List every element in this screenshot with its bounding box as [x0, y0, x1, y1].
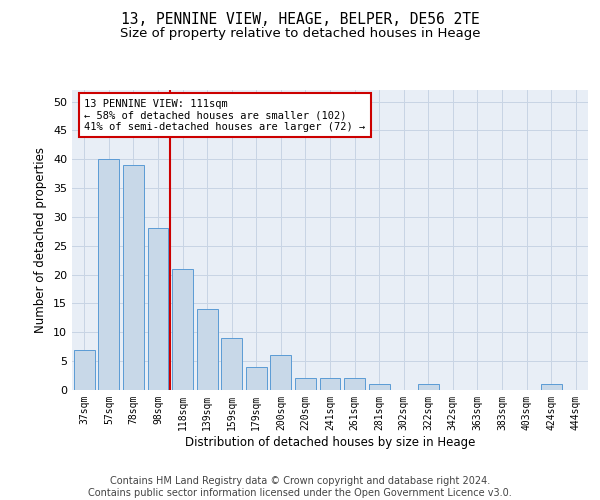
Bar	[98, 159, 119, 390]
Bar	[221, 338, 242, 390]
Bar	[295, 378, 316, 390]
Bar	[148, 228, 169, 390]
Bar	[271, 356, 292, 390]
Bar	[172, 269, 193, 390]
Bar	[74, 350, 95, 390]
Bar	[246, 367, 267, 390]
Bar	[344, 378, 365, 390]
Text: Size of property relative to detached houses in Heage: Size of property relative to detached ho…	[120, 28, 480, 40]
Bar	[368, 384, 389, 390]
Bar	[418, 384, 439, 390]
X-axis label: Distribution of detached houses by size in Heage: Distribution of detached houses by size …	[185, 436, 475, 448]
Y-axis label: Number of detached properties: Number of detached properties	[34, 147, 47, 333]
Bar	[320, 378, 340, 390]
Text: 13 PENNINE VIEW: 111sqm
← 58% of detached houses are smaller (102)
41% of semi-d: 13 PENNINE VIEW: 111sqm ← 58% of detache…	[84, 98, 365, 132]
Text: 13, PENNINE VIEW, HEAGE, BELPER, DE56 2TE: 13, PENNINE VIEW, HEAGE, BELPER, DE56 2T…	[121, 12, 479, 28]
Bar	[541, 384, 562, 390]
Bar	[123, 165, 144, 390]
Bar	[197, 309, 218, 390]
Text: Contains HM Land Registry data © Crown copyright and database right 2024.
Contai: Contains HM Land Registry data © Crown c…	[88, 476, 512, 498]
